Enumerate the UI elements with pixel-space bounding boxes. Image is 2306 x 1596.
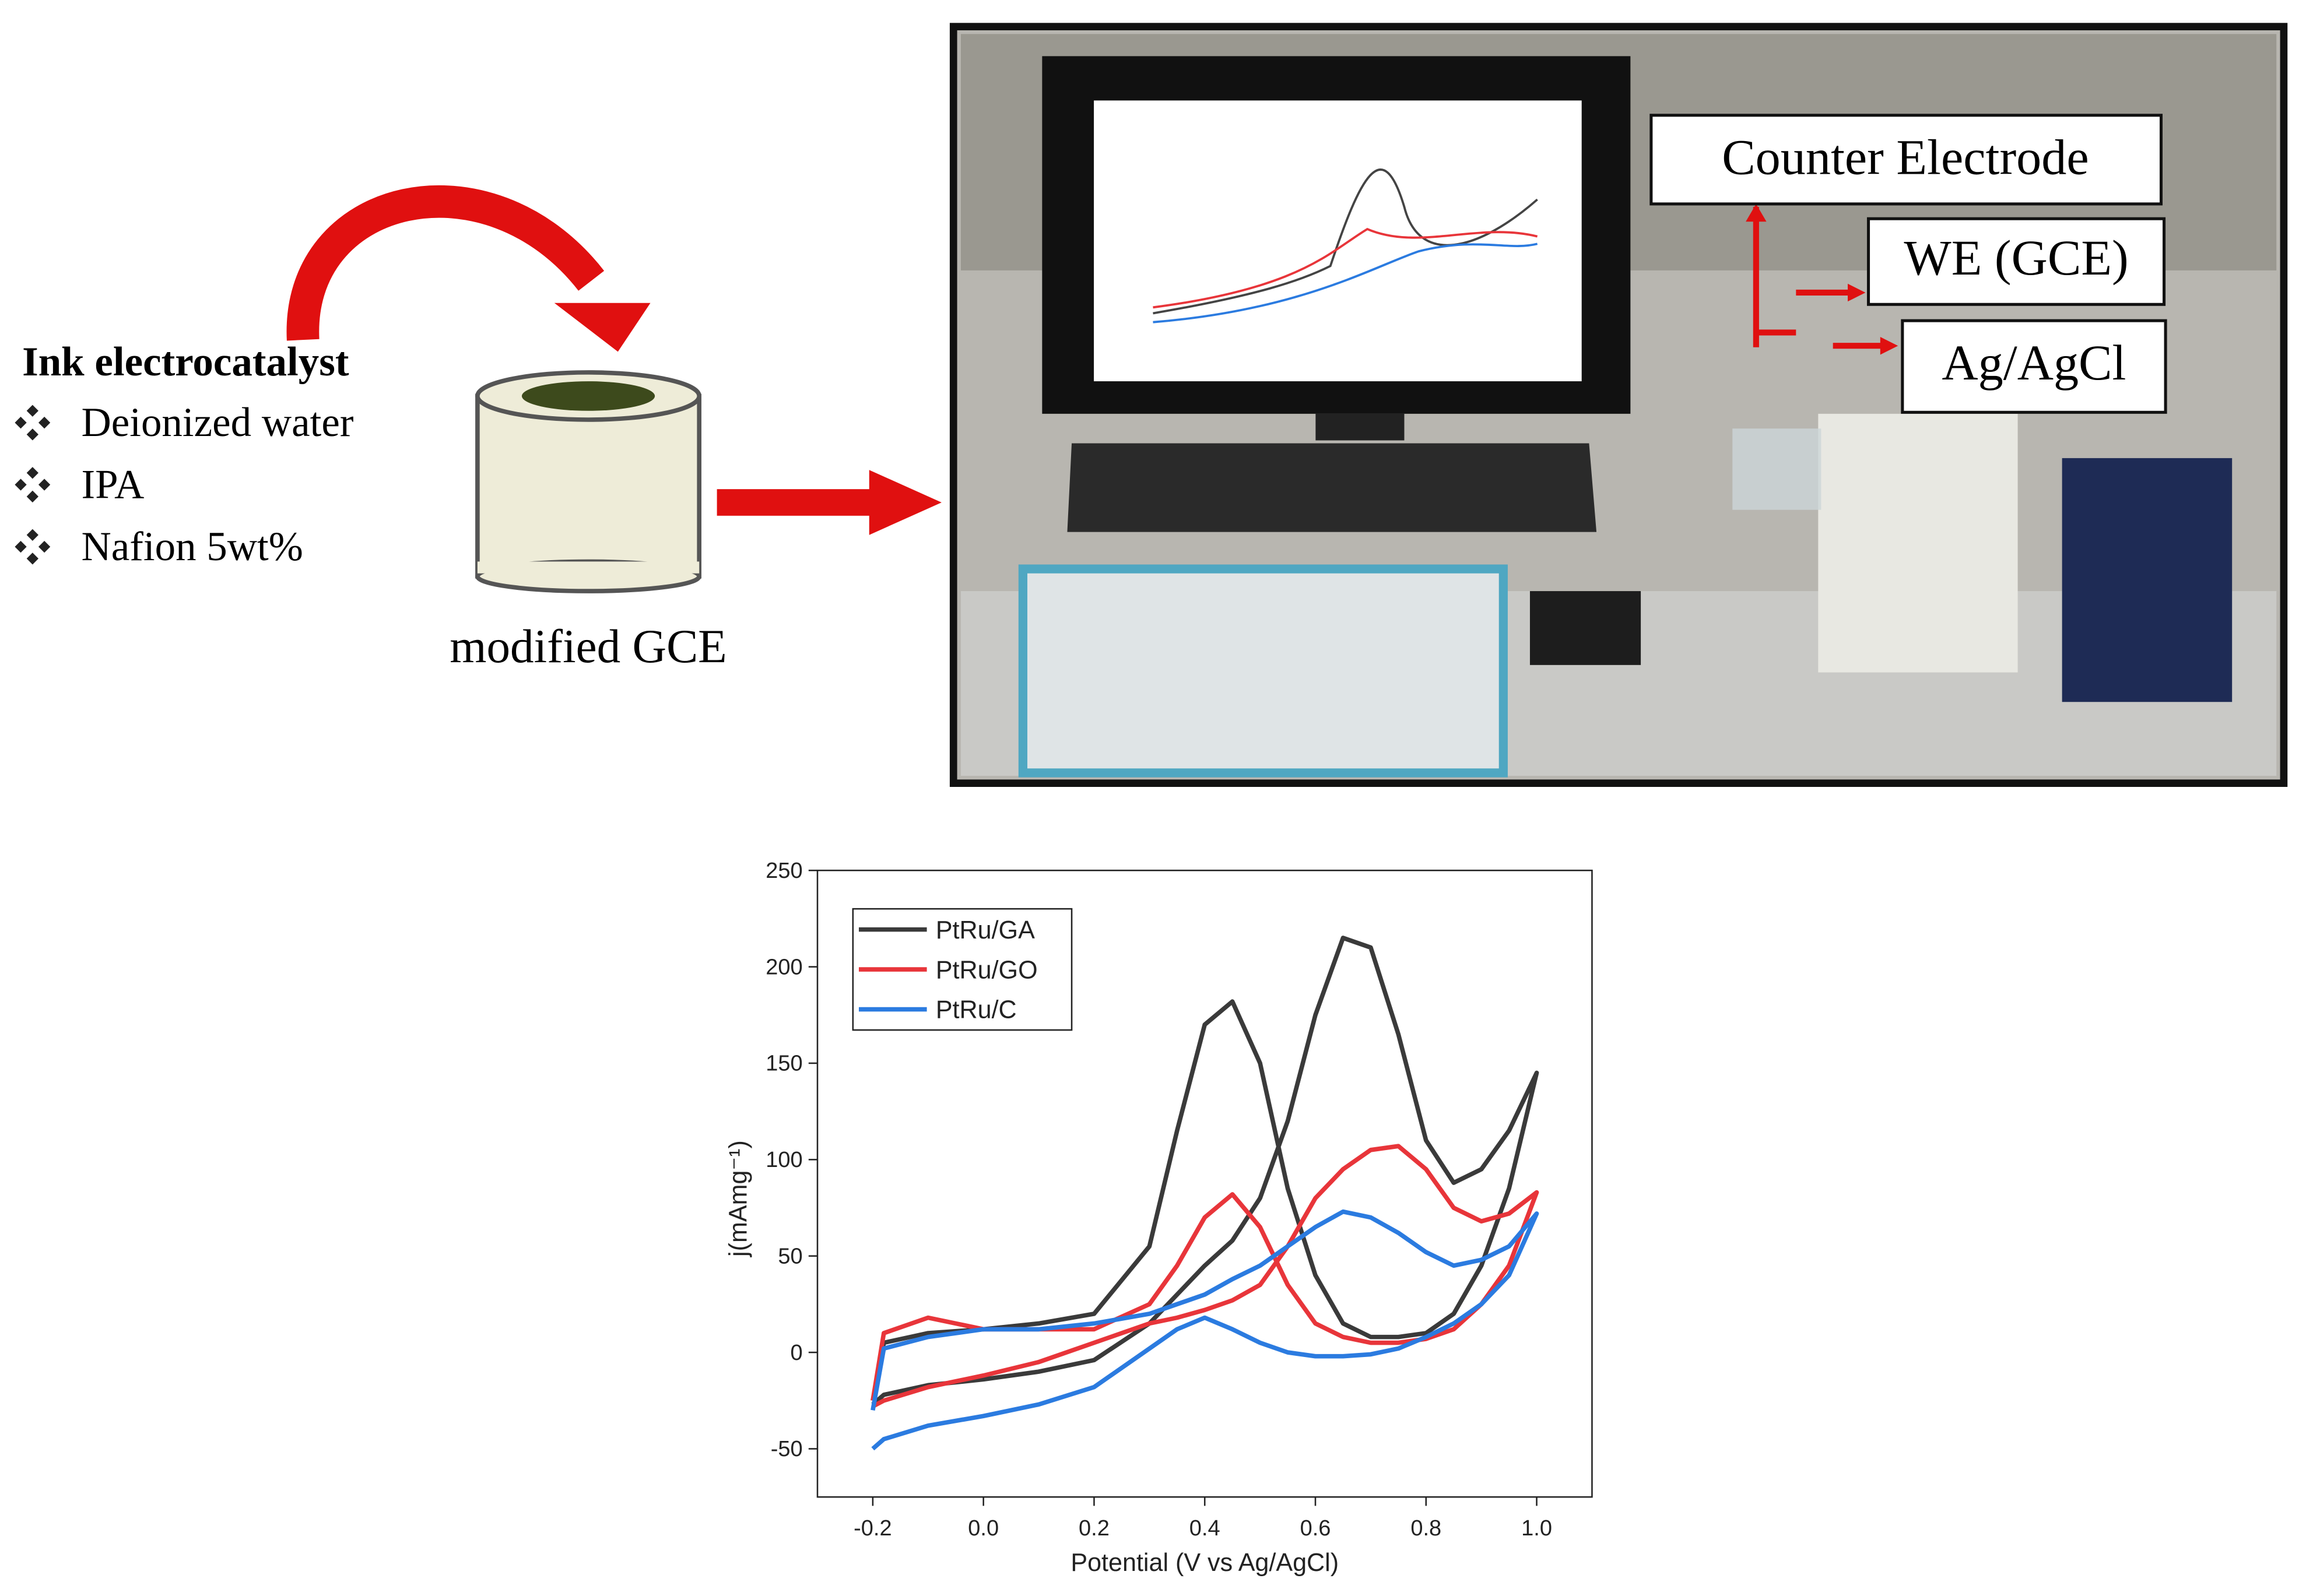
y-tick-label: 200 [766, 955, 802, 979]
x-tick-label: 0.2 [1079, 1516, 1110, 1541]
y-tick-label: 50 [778, 1244, 802, 1268]
x-tick-label: -0.2 [854, 1516, 892, 1541]
ink-item: Nafion 5wt% [81, 524, 303, 570]
legend-label: PtRu/GA [936, 916, 1035, 944]
ink-title: Ink electrocatalyst [22, 339, 349, 385]
bullets [15, 405, 51, 565]
x-tick-label: 1.0 [1521, 1516, 1552, 1541]
arrow-head [554, 303, 651, 352]
x-tick-label: 0.8 [1410, 1516, 1441, 1541]
cv-curve [871, 936, 1539, 1407]
photo-label: WE (GCE) [1904, 230, 2128, 286]
y-tick-label: 0 [791, 1341, 803, 1365]
y-tick-label: 150 [766, 1052, 802, 1076]
electrode [475, 370, 702, 593]
y-tick-label: 250 [766, 859, 802, 883]
legend-label: PtRu/C [936, 996, 1017, 1024]
cv-curve [871, 1209, 1539, 1451]
electrode-label: modified GCE [450, 620, 726, 673]
photo-label: Counter Electrode [1722, 129, 2089, 185]
y-tick-label: -50 [771, 1437, 803, 1461]
photo [949, 23, 2288, 787]
cv-chart: -0.2 0.0 0.2 0.4 0.6 0.8 1.0 -50 0 50 100 150 200 250… [724, 859, 1593, 1577]
y-axis-label: j(mAmg⁻¹) [724, 1140, 752, 1258]
y-tick-label: 100 [766, 1148, 802, 1172]
cv-curve [871, 1144, 1539, 1409]
x-axis-label: Potential (V vs Ag/AgCl) [1070, 1549, 1339, 1577]
x-tick-label: 0.4 [1189, 1516, 1220, 1541]
x-tick-label: 0.6 [1300, 1516, 1331, 1541]
arrow-head [869, 470, 942, 535]
arrow [717, 489, 872, 516]
curved-arrow [286, 185, 605, 341]
x-tick-label: 0.0 [968, 1516, 999, 1541]
legend-label: PtRu/GO [936, 956, 1038, 984]
ink-item: Deionized water [81, 400, 353, 445]
photo-label: Ag/AgCl [1942, 335, 2126, 391]
ink-item: IPA [81, 462, 144, 507]
plot-frame [816, 869, 1593, 1498]
